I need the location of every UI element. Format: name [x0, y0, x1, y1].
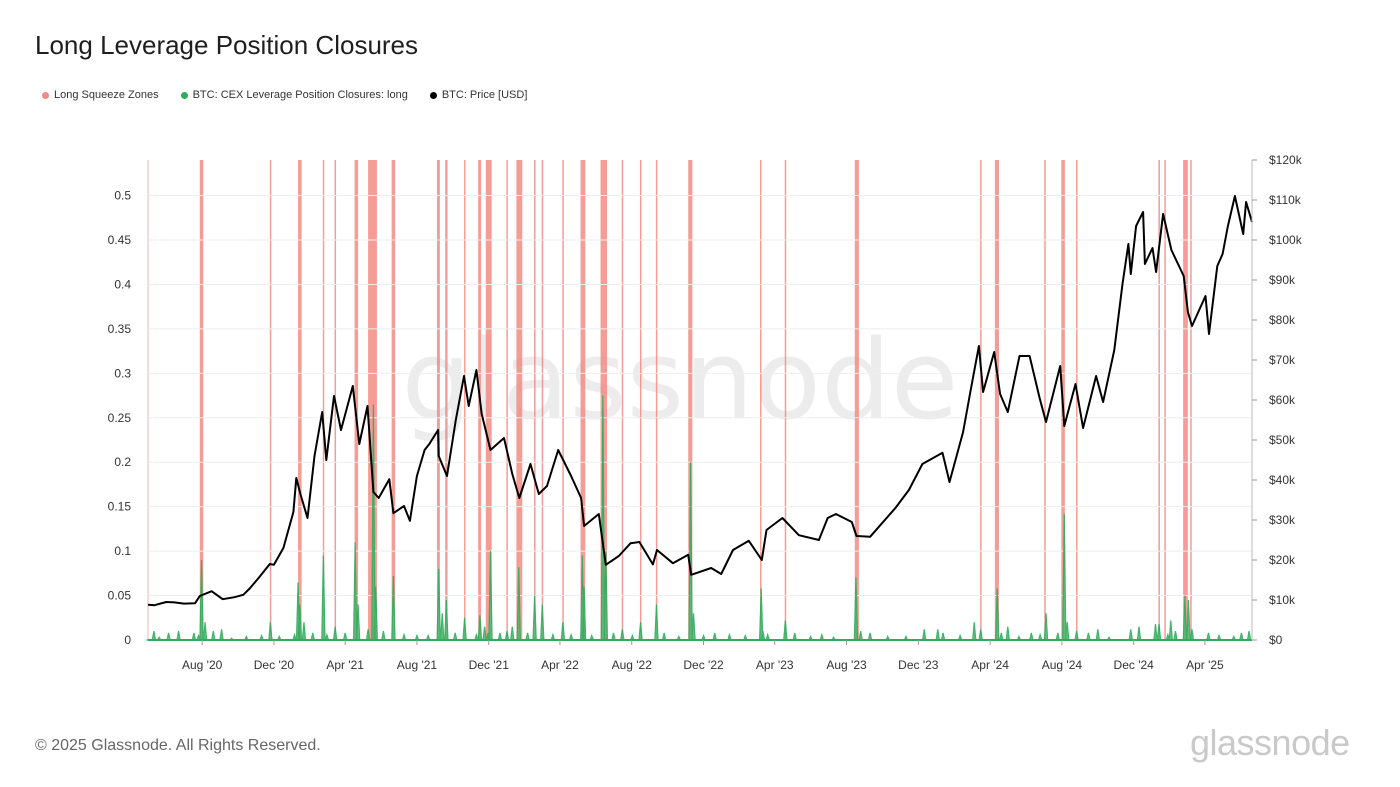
legend: Long Squeeze Zones BTC: CEX Leverage Pos…: [42, 89, 527, 101]
x-tick-label: Dec '22: [683, 658, 724, 672]
squeeze-zone: [199, 160, 204, 640]
legend-dot-squeeze: [42, 91, 49, 99]
squeeze-zone: [464, 160, 466, 640]
legend-label-price: BTC: Price [USD]: [441, 89, 528, 101]
x-tick-label: Aug '22: [612, 658, 653, 672]
squeeze-zone: [639, 160, 642, 640]
x-tick-label: Aug '21: [397, 658, 438, 672]
x-tick-label: Apr '21: [326, 658, 364, 672]
squeeze-zone: [688, 160, 693, 640]
squeeze-zone: [298, 160, 302, 640]
y-left-tick-label: 0.3: [114, 366, 131, 380]
squeeze-zone: [1164, 160, 1166, 640]
chart-title: Long Leverage Position Closures: [35, 30, 419, 60]
squeeze-zone: [391, 160, 396, 640]
y-axis-left: 0 0.05 0.1 0.15 0.2 0.25 0.3 0.35 0.4 0.45 0.5: [108, 189, 132, 647]
y-right-tick-label: $0: [1269, 633, 1283, 647]
squeeze-zone: [760, 160, 762, 640]
watermark-text: glassnode: [402, 316, 959, 444]
x-tick-label: Dec '21: [469, 658, 510, 672]
y-right-tick-label: $120k: [1269, 153, 1303, 167]
y-right-tick-label: $60k: [1269, 393, 1296, 407]
squeeze-zone: [1076, 160, 1078, 640]
y-right-tick-label: $20k: [1269, 553, 1296, 567]
y-axis-right: $0 $10k $20k $30k $40k $50k $60k $70k $80k $90k $1…: [1252, 153, 1303, 647]
squeeze-zone: [445, 160, 448, 640]
y-right-tick-label: $50k: [1269, 433, 1296, 447]
y-left-tick-label: 0.35: [108, 322, 132, 336]
squeeze-zone: [600, 160, 608, 640]
x-tick-label: Apr '24: [971, 658, 1009, 672]
legend-item-closures[interactable]: BTC: CEX Leverage Position Closures: lon…: [180, 89, 408, 101]
y-left-tick-label: 0.5: [114, 189, 131, 203]
x-axis: Aug '20 Dec '20 Apr '21 Aug '21 Dec '21 Apr '…: [182, 640, 1224, 672]
x-tick-label: Dec '24: [1114, 658, 1155, 672]
y-left-tick-label: 0.4: [114, 277, 131, 291]
legend-dot-price: [429, 91, 437, 99]
legend-item-price[interactable]: BTC: Price [USD]: [429, 89, 528, 101]
y-right-tick-label: $110k: [1269, 193, 1302, 207]
squeeze-zone: [534, 160, 536, 640]
squeeze-zone: [269, 160, 272, 640]
y-left-tick-label: 0.2: [114, 455, 131, 469]
y-right-tick-label: $80k: [1269, 313, 1296, 327]
squeeze-zone: [1183, 160, 1188, 640]
squeeze-zone: [784, 160, 787, 640]
squeeze-zone: [580, 160, 586, 640]
brand-logo: glassnode: [1190, 722, 1350, 763]
y-right-tick-label: $10k: [1269, 593, 1296, 607]
y-right-tick-label: $40k: [1269, 473, 1296, 487]
x-tick-label: Aug '24: [1042, 658, 1083, 672]
y-left-tick-label: 0.05: [108, 589, 132, 603]
squeeze-zone: [1044, 160, 1046, 640]
legend-dot-closures: [180, 91, 188, 99]
squeeze-zone: [655, 160, 658, 640]
y-right-tick-label: $90k: [1269, 273, 1296, 287]
squeeze-zone: [562, 160, 564, 640]
y-right-tick-label: $70k: [1269, 353, 1296, 367]
x-tick-label: Dec '20: [254, 658, 295, 672]
price-line: [147, 195, 1253, 607]
squeeze-zone: [485, 160, 492, 640]
x-tick-label: Apr '25: [1186, 658, 1224, 672]
squeeze-zone: [322, 160, 325, 640]
y-left-tick-label: 0.25: [108, 411, 132, 425]
x-tick-label: Dec '23: [898, 658, 939, 672]
y-left-tick-label: 0.1: [114, 544, 131, 558]
x-tick-label: Apr '23: [756, 658, 794, 672]
squeeze-zone: [541, 160, 544, 640]
squeeze-zone: [854, 160, 859, 640]
squeeze-zone: [516, 160, 523, 640]
squeeze-zone: [1190, 160, 1192, 640]
closures-series: [146, 395, 1252, 641]
y-right-tick-label: $100k: [1269, 233, 1303, 247]
legend-label-squeeze: Long Squeeze Zones: [54, 89, 159, 101]
y-left-tick-label: 0.15: [108, 500, 132, 514]
legend-label-closures: BTC: CEX Leverage Position Closures: lon…: [192, 89, 408, 101]
x-tick-label: Aug '20: [182, 658, 223, 672]
squeeze-zone: [980, 160, 982, 640]
legend-item-squeeze[interactable]: Long Squeeze Zones: [42, 89, 159, 101]
x-tick-label: Apr '22: [541, 658, 579, 672]
y-right-tick-label: $30k: [1269, 513, 1296, 527]
squeeze-zone: [994, 160, 999, 640]
y-left-tick-label: 0: [124, 633, 131, 647]
squeeze-zone: [354, 160, 359, 640]
copyright-text: © 2025 Glassnode. All Rights Reserved.: [35, 737, 321, 754]
x-tick-label: Aug '23: [826, 658, 867, 672]
squeeze-zone: [506, 160, 508, 640]
squeeze-zone: [621, 160, 624, 640]
squeeze-zone: [1158, 160, 1160, 640]
squeeze-zone: [436, 160, 440, 640]
y-left-tick-label: 0.45: [108, 233, 132, 247]
squeeze-zone: [368, 160, 377, 640]
